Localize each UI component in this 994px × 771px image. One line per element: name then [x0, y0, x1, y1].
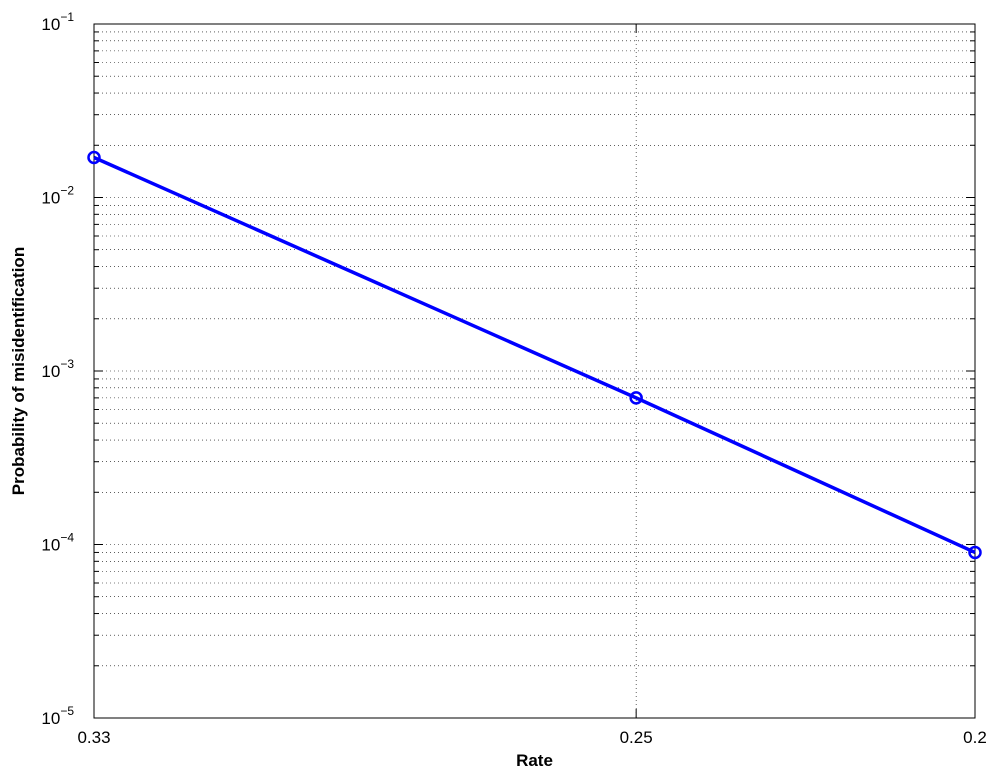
y-tick-base: 10 [41, 15, 60, 34]
x-tick-label: 0.33 [77, 728, 110, 747]
x-tick-label: 0.2 [963, 728, 987, 747]
axis-ticks [93, 23, 976, 719]
y-tick-label: 10−3 [41, 357, 74, 381]
y-tick-labels: 10−1 10−2 10−3 10−4 10−5 [41, 10, 74, 728]
y-tick-base: 10 [41, 536, 60, 555]
grid [94, 24, 975, 718]
y-tick-exponent: −1 [60, 10, 74, 24]
series-line [93, 155, 976, 555]
y-tick-base: 10 [41, 709, 60, 728]
x-axis-title: Rate [516, 751, 553, 770]
y-tick-base: 10 [41, 189, 60, 208]
x-tick-labels: 0.33 0.25 0.2 [77, 728, 986, 747]
data-point [968, 545, 982, 560]
y-tick-exponent: −3 [60, 357, 74, 371]
data-point [629, 391, 643, 405]
y-axis-title: Probability of misidentification [9, 247, 28, 495]
y-tick-label: 10−4 [41, 531, 74, 555]
y-tick-label: 10−2 [41, 184, 74, 208]
y-tick-base: 10 [41, 362, 60, 381]
y-tick-exponent: −2 [60, 184, 74, 198]
y-tick-exponent: −4 [60, 531, 74, 545]
series-group [87, 150, 982, 560]
x-tick-label: 0.25 [620, 728, 653, 747]
data-point [87, 150, 101, 165]
y-tick-exponent: −5 [60, 704, 74, 718]
y-tick-label: 10−5 [41, 704, 74, 728]
y-tick-label: 10−1 [41, 10, 74, 34]
